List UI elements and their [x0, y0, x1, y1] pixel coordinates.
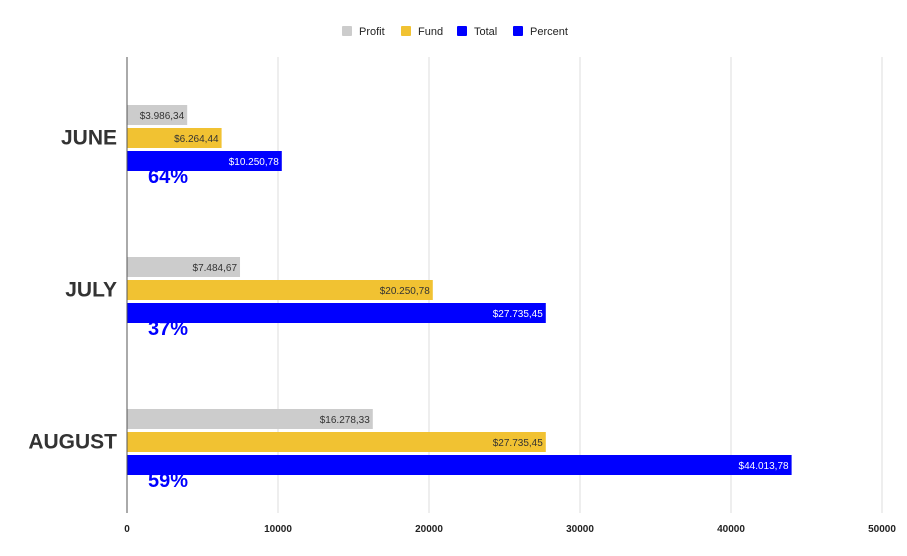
legend-swatch-percent: [513, 26, 523, 36]
data-label-total-july: $27.735,45: [493, 309, 543, 320]
data-label-profit-july: $7.484,67: [193, 263, 238, 274]
bar-profit-july: [127, 257, 241, 277]
data-label-profit-june: $3.986,34: [140, 111, 185, 122]
data-label-fund-july: $20.250,78: [380, 286, 430, 297]
bars: $3.986,34 $6.264,44 $10.250,78 64% $7.484,67…: [127, 105, 792, 492]
data-label-fund-august: $27.735,45: [493, 438, 543, 449]
data-label-percent-july: 37%: [148, 318, 188, 340]
legend-swatch-fund: [401, 26, 411, 36]
tick-label-20000: 20000: [415, 524, 443, 535]
legend-swatch-total: [457, 26, 467, 36]
legend-label-profit: Profit: [359, 26, 385, 38]
legend-swatch-profit: [342, 26, 352, 36]
value-axis: 0 10000 20000 30000 40000 50000: [124, 57, 896, 535]
bar-total-july: [127, 303, 546, 323]
legend-label-total: Total: [474, 26, 497, 38]
tick-label-50000: 50000: [868, 524, 896, 535]
bar-total-june: [127, 151, 282, 171]
bar-profit-june: [127, 105, 188, 125]
bar-fund-june: [127, 128, 222, 148]
data-label-total-august: $44.013,78: [739, 461, 789, 472]
category-label-july: JULY: [65, 279, 117, 302]
data-label-percent-august: 59%: [148, 470, 188, 492]
tick-label-40000: 40000: [717, 524, 745, 535]
bar-fund-july: [127, 280, 433, 300]
legend-label-percent: Percent: [530, 26, 568, 38]
tick-label-0: 0: [124, 524, 130, 535]
data-label-profit-august: $16.278,33: [320, 415, 370, 426]
tick-label-10000: 10000: [264, 524, 292, 535]
category-label-june: JUNE: [61, 127, 117, 150]
tick-label-30000: 30000: [566, 524, 594, 535]
bar-total-august: [127, 455, 792, 475]
category-label-august: AUGUST: [28, 431, 117, 454]
legend: Profit Fund Total Percent: [342, 26, 568, 38]
data-label-fund-june: $6.264,44: [174, 134, 219, 145]
legend-label-fund: Fund: [418, 26, 443, 38]
data-label-percent-june: 64%: [148, 166, 188, 188]
data-label-total-june: $10.250,78: [229, 157, 279, 168]
bar-fund-august: [127, 432, 546, 452]
category-axis: JUNE JULY AUGUST: [28, 127, 117, 454]
bar-profit-august: [127, 409, 373, 429]
